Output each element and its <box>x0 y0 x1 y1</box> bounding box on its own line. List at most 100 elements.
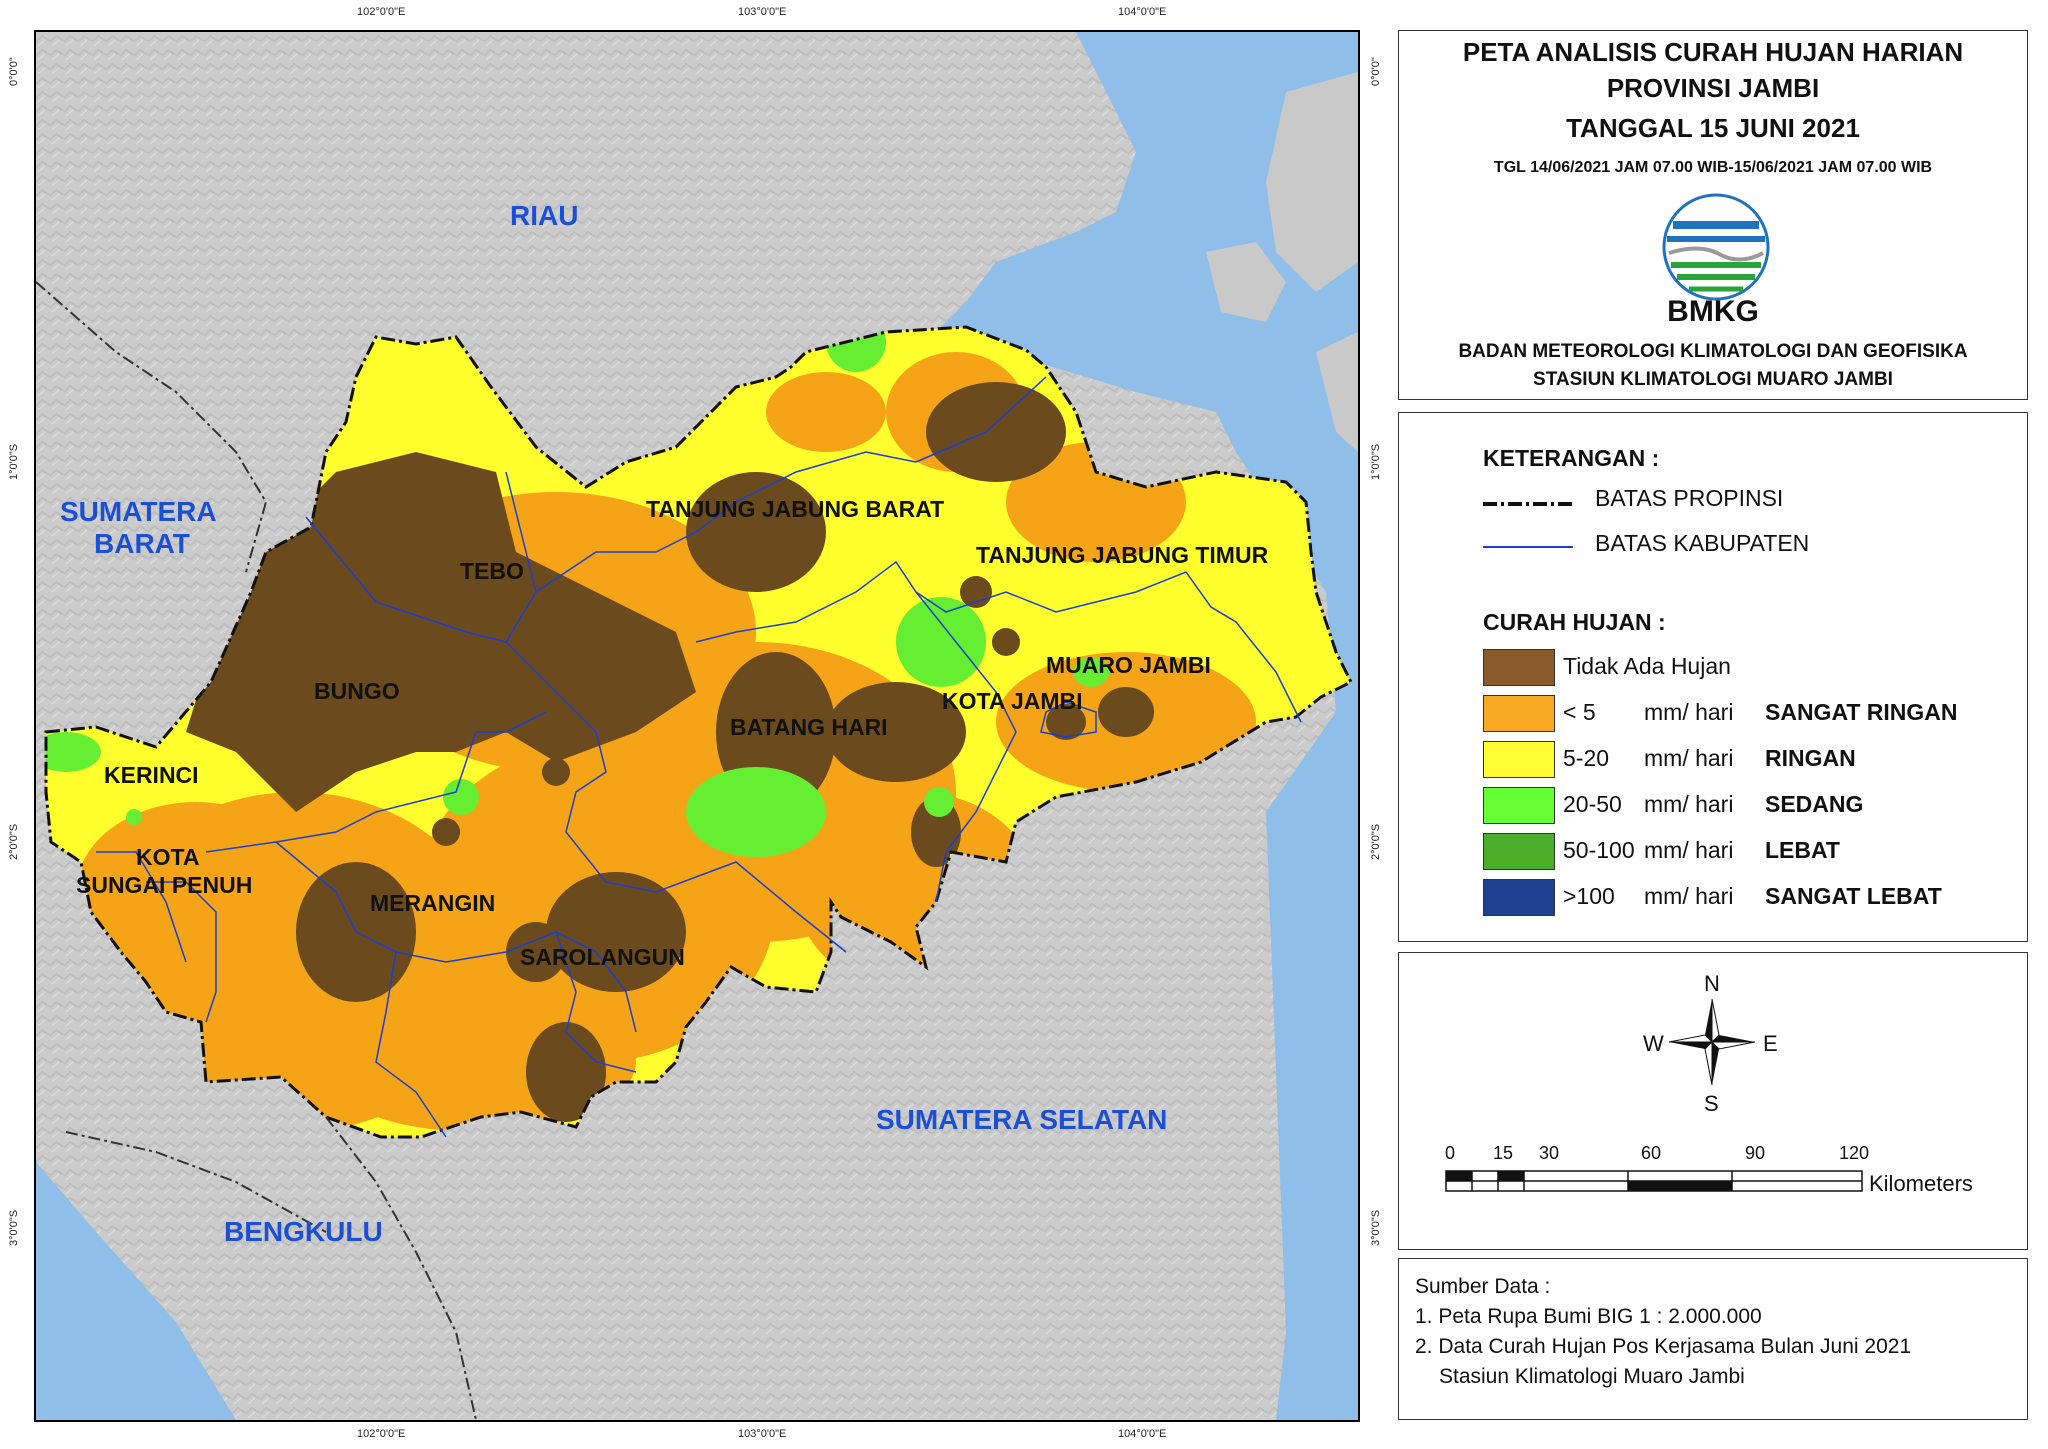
label-sumbar-2: BARAT <box>94 528 190 559</box>
label-tanjab-barat: TANJUNG JABUNG BARAT <box>646 496 945 522</box>
swatch-heavy <box>1483 833 1555 870</box>
legend-unit-1: mm/ hari <box>1644 699 1734 725</box>
legend-range-5: >100 <box>1563 883 1615 909</box>
legend-category-2: RINGAN <box>1765 745 1856 771</box>
district-boundaries <box>96 376 1302 1138</box>
swatch-moderate <box>1483 787 1555 824</box>
sea-west <box>36 1162 236 1420</box>
scale-tick-30: 30 <box>1539 1143 1560 1163</box>
label-kerinci: KERINCI <box>104 762 199 788</box>
title-panel: PETA ANALISIS CURAH HUJAN HARIAN PROVINS… <box>1398 30 2028 400</box>
title-line-1: PETA ANALISIS CURAH HUJAN HARIAN <box>1462 37 1964 67</box>
label-muaro-jambi: MUARO JAMBI <box>1046 652 1211 678</box>
compass-n: N <box>1704 971 1720 996</box>
swatch-very-heavy <box>1483 879 1555 916</box>
label-batang-hari: BATANG HARI <box>730 714 888 740</box>
boundary-bengkulu-sumsel <box>325 1116 477 1420</box>
compass-e: E <box>1763 1031 1778 1056</box>
scale-tick-90: 90 <box>1745 1143 1766 1163</box>
title-line-3: TANGGAL 15 JUNI 2021 <box>1566 113 1860 143</box>
label-riau: RIAU <box>510 200 579 231</box>
district-boundary-symbol <box>1483 546 1573 548</box>
label-sumsel: SUMATERA SELATAN <box>876 1104 1168 1135</box>
label-sungai-penuh-2: SUNGAI PENUH <box>76 872 253 898</box>
legend-range-3: 20-50 <box>1563 791 1622 817</box>
scale-unit: Kilometers <box>1869 1171 1973 1196</box>
coord-right-0: 0°0'0" <box>1370 57 1382 86</box>
island-2 <box>1206 242 1286 322</box>
label-bungo: BUNGO <box>314 678 400 704</box>
scale-tick-120: 120 <box>1839 1143 1870 1163</box>
label-sumbar-1: SUMATERA <box>60 496 217 527</box>
compass-scale-panel: N S W E 0 15 30 60 90 120 Kilometers <box>1398 952 2028 1250</box>
coord-left-0: 0°0'0" <box>8 57 20 86</box>
coord-top-102: 102°0'0"E <box>357 6 406 18</box>
bmkg-logo-text: BMKG <box>1667 295 1759 328</box>
coord-right-2: 2°0'0"S <box>1370 823 1382 860</box>
coord-bottom-103: 103°0'0"E <box>738 1428 787 1440</box>
source-line-1: 1. Peta Rupa Bumi BIG 1 : 2.000.000 <box>1415 1305 1762 1328</box>
scale-tick-60: 60 <box>1641 1143 1662 1163</box>
label-tebo: TEBO <box>460 558 524 584</box>
agency-line-2: STASIUN KLIMATOLOGI MUARO JAMBI <box>1533 369 1893 390</box>
legend-district-boundary: BATAS KABUPATEN <box>1595 530 1810 556</box>
legend-category-4: LEBAT <box>1765 837 1840 863</box>
legend-unit-5: mm/ hari <box>1644 883 1734 909</box>
agency-line-1: BADAN METEOROLOGI KLIMATOLOGI DAN GEOFIS… <box>1458 341 1968 362</box>
source-panel: Sumber Data : 1. Peta Rupa Bumi BIG 1 : … <box>1398 1258 2028 1420</box>
scale-tick-0: 0 <box>1445 1143 1456 1163</box>
label-merangin: MERANGIN <box>370 890 496 916</box>
compass-s: S <box>1704 1091 1719 1116</box>
source-line-2: 2. Data Curah Hujan Pos Kerjasama Bulan … <box>1415 1335 1912 1358</box>
coord-left-2: 2°0'0"S <box>8 823 20 860</box>
map-canvas <box>36 32 1358 1420</box>
swatch-light <box>1483 741 1555 778</box>
swatch-very-light <box>1483 695 1555 732</box>
title-line-4: TGL 14/06/2021 JAM 07.00 WIB-15/06/2021 … <box>1493 159 1933 176</box>
legend-category-3: SEDANG <box>1765 791 1864 817</box>
legend-range-1: < 5 <box>1563 699 1596 725</box>
legend-category-1: SANGAT RINGAN <box>1765 699 1958 725</box>
coord-bottom-102: 102°0'0"E <box>357 1428 406 1440</box>
legend-category-5: SANGAT LEBAT <box>1765 883 1942 909</box>
island-3 <box>1316 332 1358 452</box>
bmkg-logo-icon <box>1662 193 1770 301</box>
coord-top-104: 104°0'0"E <box>1118 6 1167 18</box>
source-heading: Sumber Data : <box>1415 1275 1551 1298</box>
label-sungai-penuh-1: KOTA <box>136 844 200 870</box>
swatch-no-rain <box>1483 649 1555 686</box>
boundary-sumbar-riau <box>36 281 268 573</box>
label-bengkulu: BENGKULU <box>224 1216 383 1247</box>
boundary-sumbar-bengkulu <box>65 1131 327 1233</box>
legend-panel: KETERANGAN : BATAS PROPINSI BATAS KABUPA… <box>1398 412 2028 942</box>
province-boundary <box>44 325 1354 1139</box>
coord-right-3: 3°0'0"S <box>1370 1209 1382 1246</box>
coord-left-3: 3°0'0"S <box>8 1209 20 1246</box>
scale-bar <box>1445 1170 1863 1192</box>
legend-heading: KETERANGAN : <box>1483 445 1660 471</box>
label-sarolangun: SAROLANGUN <box>520 944 685 970</box>
coord-right-1: 1°0'0"S <box>1370 443 1382 480</box>
coord-left-1: 1°0'0"S <box>8 443 20 480</box>
legend-range-4: 50-100 <box>1563 837 1635 863</box>
legend-province-boundary: BATAS PROPINSI <box>1595 485 1784 511</box>
north-arrow-icon <box>1668 998 1756 1086</box>
legend-range-0: Tidak Ada Hujan <box>1563 653 1731 679</box>
legend-unit-2: mm/ hari <box>1644 745 1734 771</box>
compass-w: W <box>1643 1031 1664 1056</box>
label-kota-jambi: KOTA JAMBI <box>942 688 1083 714</box>
sea-east <box>936 32 1358 1420</box>
province-boundary-symbol <box>1483 502 1573 506</box>
title-line-2: PROVINSI JAMBI <box>1606 73 1820 103</box>
coord-top-103: 103°0'0"E <box>738 6 787 18</box>
legend-unit-3: mm/ hari <box>1644 791 1734 817</box>
label-tanjab-timur: TANJUNG JABUNG TIMUR <box>976 542 1269 568</box>
rain-heading: CURAH HUJAN : <box>1483 609 1666 635</box>
island-1 <box>1266 72 1358 292</box>
legend-unit-4: mm/ hari <box>1644 837 1734 863</box>
coord-bottom-104: 104°0'0"E <box>1118 1428 1167 1440</box>
scale-tick-15: 15 <box>1493 1143 1514 1163</box>
legend-range-2: 5-20 <box>1563 745 1610 771</box>
map-frame: 102°0'0"E RIAU SUMATERA BARAT SUMATERA S… <box>34 30 1360 1422</box>
source-line-3: Stasiun Klimatologi Muaro Jambi <box>1439 1365 1745 1388</box>
